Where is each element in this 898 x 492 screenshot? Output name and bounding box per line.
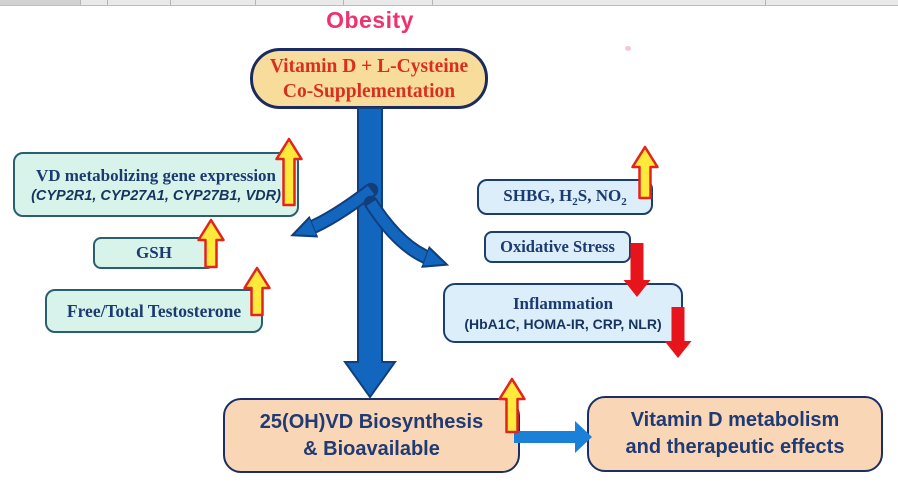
- top-edge-segment: [0, 0, 80, 5]
- top-edge-strip: [0, 0, 898, 6]
- top-edge-divider: [432, 0, 433, 5]
- supplement-node: Vitamin D + L-Cysteine Co-Supplementatio…: [250, 48, 488, 109]
- main-flow-arrow: [343, 107, 397, 399]
- obesity-label: Obesity: [326, 7, 414, 33]
- right-branch-arrow-outline: [363, 195, 439, 267]
- outcome-line2: and therapeutic effects: [625, 436, 845, 458]
- gsh-node: GSH: [93, 237, 215, 269]
- right-branch-arrow: [366, 200, 431, 259]
- outcome-node: Vitamin D metabolism and therapeutic eff…: [587, 396, 883, 472]
- inflammation-node: Inflammation (HbA1C, HOMA-IR, CRP, NLR): [443, 283, 683, 343]
- biosynthesis-line2: & Bioavailable: [303, 437, 440, 460]
- supplement-line2: Co-Supplementation: [282, 80, 456, 102]
- gsh-label: GSH: [136, 243, 172, 262]
- testosterone-label: Free/Total Testosterone: [66, 300, 242, 321]
- shbg-node: SHBG, H2S, NO2: [477, 179, 653, 215]
- oxidative-stress-node: Oxidative Stress: [484, 231, 631, 263]
- top-edge-divider: [170, 0, 171, 5]
- testosterone-node: Free/Total Testosterone: [45, 289, 263, 333]
- top-edge-divider: [255, 0, 256, 5]
- top-edge-divider: [343, 0, 344, 5]
- biosynthesis-node: 25(OH)VD Biosynthesis & Bioavailable: [223, 398, 520, 473]
- outcome-line1: Vitamin D metabolism: [630, 409, 840, 431]
- supplement-line1: Vitamin D + L-Cysteine: [269, 55, 469, 77]
- shbg-label: SHBG, H2S, NO2: [503, 186, 627, 208]
- vd-gene-node: VD metabolizing gene expression (CYP2R1,…: [13, 152, 299, 217]
- top-edge-divider: [80, 0, 81, 5]
- biosynthesis-line1: 25(OH)VD Biosynthesis: [259, 410, 484, 433]
- inflammation-line1: Inflammation: [512, 294, 614, 313]
- top-edge-divider: [765, 0, 766, 5]
- vd-gene-line1: VD metabolizing gene expression: [35, 165, 277, 185]
- top-edge-divider: [107, 0, 108, 5]
- artifact-dot: [625, 46, 631, 51]
- oxidative-stress-label: Oxidative Stress: [500, 237, 615, 256]
- left-branch-arrow-outline: [300, 182, 379, 237]
- inflammation-line2: (HbA1C, HOMA-IR, CRP, NLR): [464, 316, 662, 332]
- result-arrow: [514, 421, 592, 453]
- left-branch-arrow: [308, 185, 375, 229]
- vd-gene-line2: (CYP2R1, CYP27A1, CYP27B1, VDR): [31, 187, 281, 204]
